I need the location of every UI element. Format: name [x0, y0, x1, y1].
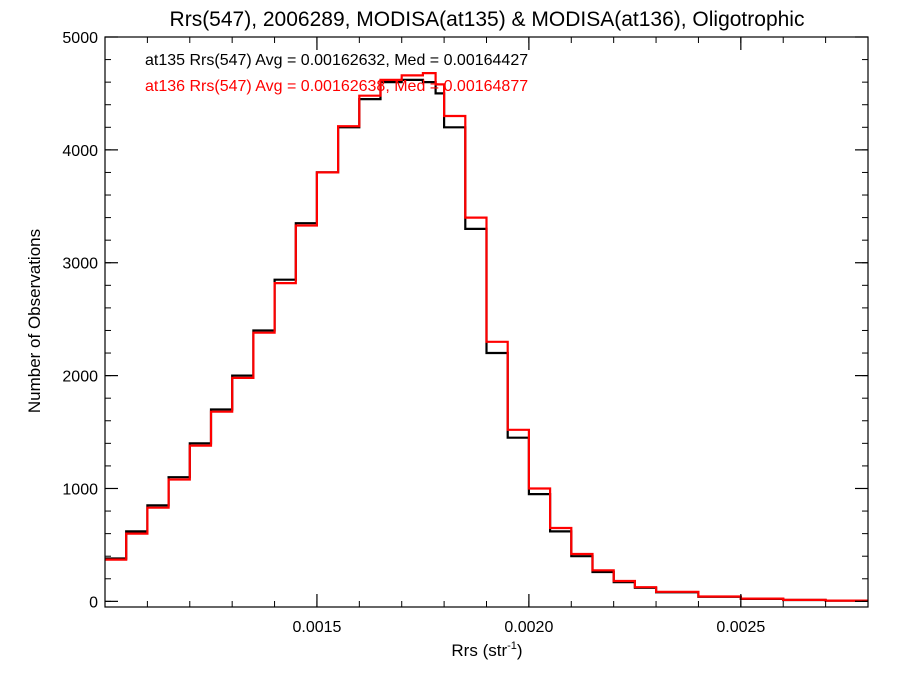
y-axis-label: Number of Observations — [25, 229, 44, 413]
x-axis-label-superscript: -1 — [507, 640, 517, 652]
x-axis-label-end: ) — [517, 641, 523, 660]
legend-entry-1: at135 Rrs(547) Avg = 0.00162632, Med = 0… — [145, 52, 528, 69]
y-tick-label: 2000 — [62, 369, 98, 386]
y-tick-label: 1000 — [62, 481, 98, 498]
x-axis-label: Rrs (str-1) — [451, 640, 522, 660]
series-layer — [105, 72, 868, 602]
legend-entry-2: at136 Rrs(547) Avg = 0.00162638, Med = 0… — [145, 78, 528, 95]
chart-title: Rrs(547), 2006289, MODISA(at135) & MODIS… — [170, 8, 805, 31]
tick-labels-layer: 0.0015 0.0020 0.0025 0 1000 2000 3000 4000 5000 — [62, 30, 765, 636]
x-tick-label: 0.0015 — [292, 619, 341, 636]
x-tick-label: 0.0025 — [716, 619, 765, 636]
y-tick-label: 4000 — [62, 143, 98, 160]
x-tick-label: 0.0020 — [504, 619, 553, 636]
x-axis-label-text: Rrs (str — [451, 641, 507, 660]
legend: at135 Rrs(547) Avg = 0.00162632, Med = 0… — [145, 52, 528, 95]
y-tick-label: 0 — [89, 594, 98, 611]
y-tick-label: 3000 — [62, 256, 98, 273]
series-at136-line — [105, 72, 868, 602]
ticks-layer — [104, 36, 869, 607]
y-tick-label: 5000 — [62, 30, 98, 47]
